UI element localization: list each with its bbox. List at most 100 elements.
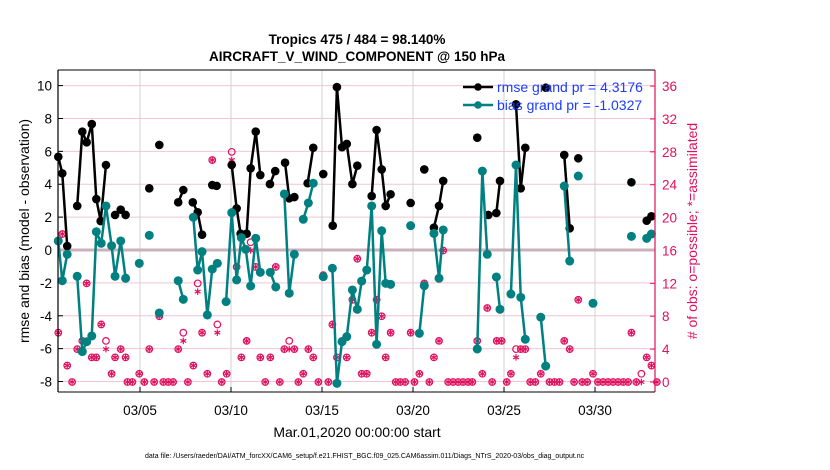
rmse-point — [62, 241, 72, 251]
obs-count-point — [135, 369, 144, 378]
obs-count-point — [536, 369, 545, 378]
obs-assimilated-marker — [93, 354, 100, 361]
obs-assimilated-marker — [354, 255, 361, 262]
asterisk-stroke — [387, 330, 394, 335]
obs-count-point — [275, 378, 284, 386]
bias-point — [57, 276, 67, 286]
bias-point — [303, 198, 313, 208]
bias-point — [221, 297, 231, 307]
asterisk-stroke — [589, 371, 597, 376]
obs-assimilated-marker — [638, 378, 645, 386]
rmse-point — [492, 208, 501, 218]
asterisk-stroke — [111, 355, 119, 360]
obs-assimilated-marker — [141, 378, 148, 386]
legend-rmse-label: rmse grand pr = 4.3176 — [497, 79, 643, 95]
obs-count-point — [150, 378, 159, 386]
rmse-point — [270, 166, 280, 176]
rmse-point — [57, 169, 67, 178]
obs-possible-marker — [285, 337, 294, 345]
asterisk-stroke — [272, 264, 279, 270]
asterisk-stroke — [180, 338, 187, 344]
obs-possible-marker — [102, 337, 110, 345]
obs-assimilated-marker — [401, 378, 409, 386]
legend-bias-label: bias grand pr = -1.0327 — [497, 97, 642, 113]
asterisk-stroke — [512, 355, 520, 360]
obs-assimilated-marker — [68, 378, 76, 386]
obs-assimilated-marker — [648, 362, 655, 369]
rmse-point — [280, 158, 290, 168]
asterisk-stroke — [382, 355, 389, 360]
bias-point — [144, 230, 154, 240]
obs-count-point — [583, 378, 592, 386]
bias-point — [232, 275, 242, 285]
obs-count-point — [189, 361, 198, 370]
obs-count-point — [555, 378, 564, 386]
obs-assimilated-marker — [325, 378, 332, 386]
asterisk-stroke — [198, 330, 206, 335]
obs-count-point — [570, 378, 578, 386]
bias-point — [265, 267, 275, 277]
obs-count-point — [468, 378, 477, 386]
rmse-point — [72, 201, 82, 211]
obs-assimilated-marker — [64, 362, 71, 369]
obs-count-point — [128, 378, 137, 386]
y-axis-label: rmse and bias (model - observation) — [16, 119, 32, 343]
obs-assimilated-marker — [108, 370, 115, 378]
asterisk-stroke — [276, 379, 283, 385]
obs-count-point — [174, 345, 183, 354]
asterisk-stroke — [74, 346, 81, 352]
rmse-point — [101, 160, 111, 170]
obs-assimilated-marker — [589, 370, 597, 378]
rmse-point — [144, 184, 154, 193]
legend-rmse-marker — [474, 83, 482, 91]
bias-point — [62, 249, 72, 259]
obs-assimilated-marker — [169, 378, 177, 386]
asterisk-stroke — [204, 371, 211, 376]
rmse-point — [308, 143, 318, 153]
rmse-point — [332, 82, 342, 92]
y-tick-label: 6 — [44, 144, 52, 159]
obs-count-point — [304, 345, 313, 354]
obs-count-point — [261, 378, 270, 386]
bias-point — [573, 171, 583, 181]
bias-point — [362, 265, 372, 275]
obs-assimilated-marker — [238, 354, 245, 361]
y2-tick-label: 36 — [662, 79, 677, 94]
obs-count-point — [169, 378, 178, 386]
rmse-point — [87, 119, 97, 129]
rmse-point — [179, 185, 188, 195]
obs-count-point — [116, 345, 125, 354]
bias-point — [472, 344, 482, 354]
asterisk-stroke — [300, 371, 307, 376]
obs-possible-marker — [637, 369, 646, 378]
obs-assimilated-marker — [117, 345, 124, 353]
asterisk-stroke — [537, 371, 544, 376]
y-tick-label: 2 — [44, 210, 52, 225]
obs-count-point — [401, 378, 410, 386]
asterisk-stroke — [343, 355, 350, 360]
obs-assimilated-marker — [204, 370, 211, 378]
x-tick-label: 03/15 — [305, 403, 339, 418]
bias-point — [495, 304, 505, 314]
obs-assimilated-marker — [407, 329, 414, 336]
asterisk-stroke — [426, 379, 433, 385]
obs-count-point — [121, 353, 130, 362]
x-axis-label: Mar.01,2020 00:00:00 start — [273, 424, 440, 440]
rmse-point — [377, 165, 386, 174]
obs-count-point — [111, 353, 119, 362]
asterisk-stroke — [430, 355, 438, 360]
bias-point — [536, 312, 546, 322]
asterisk-stroke — [59, 231, 66, 237]
obs-assimilated-marker — [643, 354, 650, 361]
rmse-point — [434, 201, 444, 211]
obs-possible-marker — [193, 279, 202, 288]
obs-assimilated-marker — [583, 378, 591, 386]
obs-count-point — [299, 369, 308, 378]
obs-assimilated-marker — [310, 354, 317, 361]
rmse-point — [265, 179, 275, 189]
bias-point — [318, 272, 328, 282]
bias-point — [646, 229, 656, 239]
obs-count-point — [478, 369, 487, 378]
obs-count-point — [203, 369, 212, 378]
